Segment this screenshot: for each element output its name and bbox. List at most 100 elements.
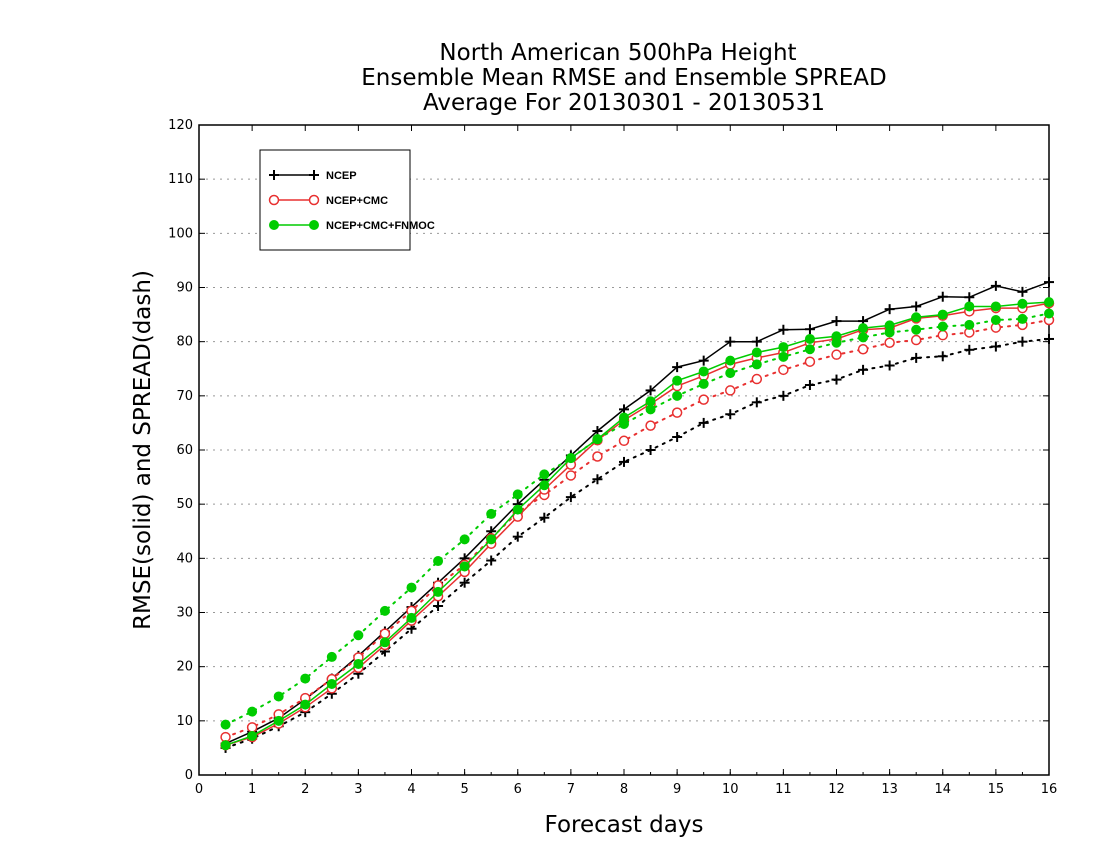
legend: NCEP NCEP+CMC NCEP+CMC+FNMOC (259, 149, 435, 251)
series-2-rmse (220, 297, 1054, 751)
x-tick-label: 9 (673, 782, 681, 797)
series-2-rmse-point (751, 347, 762, 358)
series-0-spread-point (486, 555, 497, 566)
series-0-rmse-point (725, 336, 736, 347)
gridlines (199, 178, 1049, 722)
series-0-spread-point (672, 432, 683, 442)
series-2-spread-point (433, 556, 444, 567)
series-0-rmse-point (645, 385, 656, 396)
x-tick-label: 7 (567, 782, 575, 797)
series-2-rmse-point (1044, 297, 1054, 308)
y-tick-label: 50 (176, 497, 193, 512)
series-2-rmse-point (804, 333, 815, 344)
series-1-spread-point (379, 628, 391, 639)
series-1-spread-point (804, 356, 816, 367)
series-2-spread-point (858, 332, 869, 343)
series-1-spread-point (565, 470, 577, 481)
series-0-spread-point (1017, 336, 1028, 347)
series-2-rmse-point (379, 637, 390, 648)
series-2-spread-point (220, 719, 231, 730)
x-tick-label: 0 (195, 782, 203, 797)
x-tick-label: 3 (354, 782, 362, 797)
series-2-rmse-point (619, 412, 629, 423)
series-2-spread-point (751, 359, 762, 370)
series-1-rmse-line (225, 302, 1050, 746)
series-0-rmse-point (751, 336, 762, 347)
series-2-spread-point (964, 319, 975, 330)
y-tick-label: 20 (176, 660, 193, 675)
series-2-rmse-point (486, 534, 497, 545)
x-tick-label: 15 (988, 782, 1005, 797)
series-0-spread-point (778, 390, 789, 401)
series-2-spread-point (326, 651, 337, 662)
legend-marker-0 (309, 170, 319, 180)
series-2-rmse-point (911, 312, 922, 323)
series-2-rmse-point (353, 658, 364, 669)
series-2-spread-point (1044, 308, 1054, 319)
y-tick-label: 30 (176, 606, 193, 621)
series-2-spread-point (406, 582, 417, 593)
title-line-2: Ensemble Mean RMSE and Ensemble SPREAD (361, 65, 886, 91)
y-tick-label: 100 (168, 226, 193, 241)
series-1-spread-line (224, 319, 1050, 739)
series-1-spread-point (246, 722, 258, 733)
series-0-rmse-point (804, 324, 815, 335)
y-tick-label: 40 (176, 551, 193, 566)
series-1-spread-point (884, 337, 895, 348)
series-0-spread-point (698, 417, 709, 428)
x-tick-label: 14 (934, 782, 951, 797)
series-2-spread-point (247, 706, 258, 717)
y-tick-label: 110 (168, 172, 193, 187)
series-2-rmse-point (592, 434, 603, 445)
series-0-rmse-point (990, 280, 1001, 291)
series-0-spread-point (831, 374, 842, 385)
series-2-spread-point (512, 489, 523, 500)
legend-marker-1 (268, 194, 280, 206)
series-2-spread-point (379, 605, 390, 616)
series-2-rmse-point (937, 309, 948, 320)
x-tick-label: 13 (881, 782, 898, 797)
x-tick-label: 10 (722, 782, 739, 797)
series-2-spread-point (937, 321, 948, 332)
series-0-spread-line (224, 338, 1050, 749)
series-1-spread-point (592, 451, 603, 462)
series-2-spread-point (486, 508, 497, 519)
x-axis-title: Forecast days (545, 812, 704, 838)
x-tick-label: 8 (620, 782, 628, 797)
series-2-spread-point (804, 344, 815, 355)
y-tick-label: 10 (176, 714, 193, 729)
y-tick-label: 120 (168, 118, 193, 133)
legend-marker-1 (308, 194, 320, 206)
series-2-spread-point (459, 534, 470, 545)
y-tick-label: 80 (176, 335, 193, 350)
series-2-rmse-point (512, 504, 523, 515)
series-2-rmse-point (406, 612, 417, 623)
series-0-spread-point (751, 397, 762, 408)
series-2-rmse-point (433, 586, 444, 597)
series-1-spread-point (910, 334, 922, 346)
series-1-spread-point (937, 329, 948, 341)
series-0-spread-point (539, 512, 550, 523)
series-1-spread-point (725, 385, 736, 396)
series-0-spread-point (592, 474, 603, 485)
series-1-spread-point (778, 364, 789, 376)
legend-label-1: NCEP+CMC (326, 195, 388, 207)
series-0-spread-point (990, 341, 1001, 352)
series-0-spread-point (1044, 333, 1054, 344)
series-0-spread-point (619, 456, 629, 467)
series-2-rmse-point (831, 331, 842, 342)
series-2-rmse-point (884, 320, 895, 331)
x-tick-label: 11 (775, 782, 792, 797)
y-tick-label: 90 (176, 281, 193, 296)
series-2-rmse-point (326, 679, 337, 689)
series-2-spread-point (273, 691, 284, 702)
legend-marker-2 (269, 220, 279, 230)
series-0-rmse-point (964, 292, 975, 303)
series-2-rmse-point (672, 375, 683, 386)
series-0-rmse-point (1017, 286, 1028, 297)
data-series (220, 277, 1055, 753)
series-1-spread-point (831, 349, 842, 360)
series-2-spread-point (353, 630, 364, 641)
